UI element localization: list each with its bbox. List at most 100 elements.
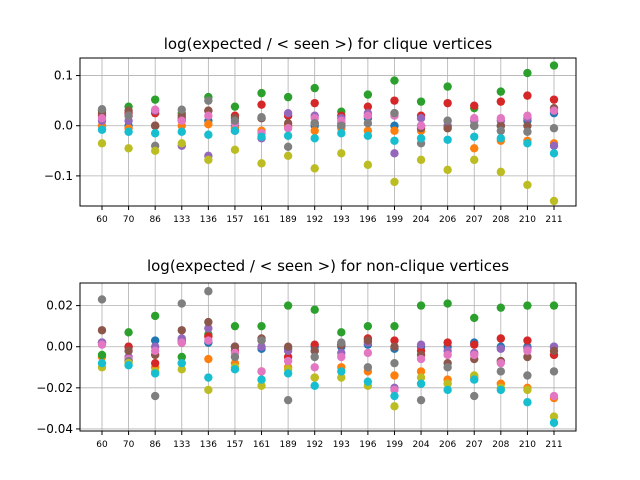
data-point <box>390 136 399 145</box>
data-point <box>150 311 160 321</box>
data-point <box>496 334 506 343</box>
data-point <box>177 338 186 347</box>
data-point <box>523 346 532 356</box>
data-point <box>443 385 452 395</box>
data-point <box>470 101 479 110</box>
y-tick-labels: −0.04 −0.02 0.00 0.02 <box>36 299 80 436</box>
data-point <box>204 317 213 327</box>
data-point <box>549 141 559 150</box>
data-point <box>310 126 319 135</box>
data-point <box>204 324 213 333</box>
data-point <box>337 373 346 382</box>
data-point <box>124 361 133 370</box>
data-point <box>523 68 532 78</box>
data-point <box>363 321 373 331</box>
data-point <box>390 177 399 187</box>
x-tick-label: 70 <box>123 215 135 225</box>
x-tick-label: 161 <box>253 440 270 450</box>
data-point <box>470 114 479 123</box>
x-tick-label: 208 <box>492 440 509 450</box>
data-point <box>470 155 479 165</box>
data-point <box>257 159 266 168</box>
x-tick-label: 60 <box>96 215 108 225</box>
y-tick-label: 0.02 <box>46 299 73 313</box>
x-tick-label: 192 <box>306 440 323 450</box>
data-point <box>310 119 319 128</box>
data-point <box>204 155 213 165</box>
data-point <box>204 287 213 296</box>
data-point <box>443 363 452 372</box>
data-point <box>150 146 160 156</box>
x-tick-label: 207 <box>466 440 483 450</box>
data-point <box>390 371 399 380</box>
data-point <box>230 102 240 111</box>
data-point <box>97 114 107 123</box>
data-point <box>523 301 532 310</box>
data-point <box>470 340 479 349</box>
data-point <box>310 381 319 390</box>
data-point <box>496 87 506 96</box>
data-point <box>390 342 399 351</box>
data-point <box>310 83 319 93</box>
data-point <box>230 116 240 125</box>
data-point <box>363 336 373 345</box>
data-point <box>523 139 532 148</box>
data-point <box>443 299 452 308</box>
plot-area-background <box>80 283 576 431</box>
x-tick-label: 196 <box>359 215 376 225</box>
data-point <box>549 391 559 401</box>
data-point <box>496 126 506 135</box>
data-point <box>283 92 293 102</box>
data-point <box>523 91 532 100</box>
data-point <box>150 95 160 104</box>
data-point <box>204 336 213 345</box>
data-point <box>496 167 506 177</box>
data-point <box>283 369 293 378</box>
x-tick-label: 86 <box>149 215 161 225</box>
data-point <box>257 381 266 390</box>
data-point <box>257 88 266 98</box>
data-point <box>283 151 293 161</box>
data-point <box>337 352 346 362</box>
data-point <box>416 121 426 130</box>
data-point <box>390 336 399 345</box>
data-point <box>177 127 186 136</box>
data-point <box>549 61 559 70</box>
plot-frame <box>79 282 577 432</box>
x-tick-label: 199 <box>386 215 403 225</box>
data-point <box>390 108 399 118</box>
data-point <box>549 418 559 427</box>
x-tick-label: 70 <box>123 440 135 450</box>
data-point <box>390 391 399 401</box>
data-point <box>549 301 559 310</box>
data-point <box>204 354 213 364</box>
data-point <box>310 346 319 356</box>
data-point <box>97 340 107 349</box>
data-point <box>257 132 266 141</box>
data-point <box>549 346 559 356</box>
data-point <box>470 350 479 360</box>
data-point <box>443 98 452 108</box>
data-point <box>549 106 559 115</box>
data-point <box>310 340 319 349</box>
data-points <box>97 287 559 427</box>
data-point <box>150 121 160 130</box>
data-point <box>204 373 213 382</box>
data-points <box>97 61 559 206</box>
x-tick-label: 189 <box>280 215 297 225</box>
data-point <box>470 391 479 401</box>
x-tick-label: 161 <box>253 215 270 225</box>
data-point <box>523 180 532 190</box>
x-tick-label: 60 <box>96 440 108 450</box>
x-tick-label: 189 <box>280 440 297 450</box>
data-point <box>416 301 426 310</box>
x-tick-label: 136 <box>200 440 217 450</box>
data-point <box>204 120 213 129</box>
data-point <box>549 149 559 158</box>
data-point <box>549 196 559 206</box>
data-point <box>230 342 240 351</box>
x-tick-label: 211 <box>545 215 562 225</box>
data-point <box>443 379 452 388</box>
data-point <box>257 113 266 122</box>
